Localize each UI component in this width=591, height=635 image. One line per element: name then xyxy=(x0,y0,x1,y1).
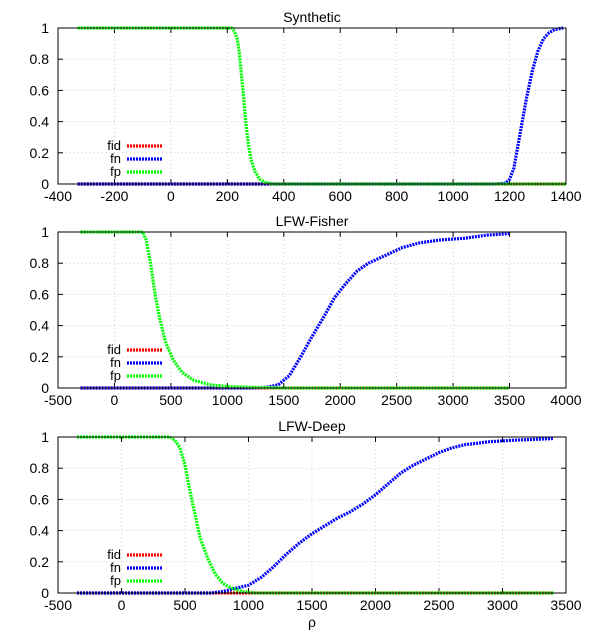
x-tick-label: -200 xyxy=(100,188,128,204)
x-tick-label: 600 xyxy=(329,188,353,204)
series-line-fn xyxy=(80,231,510,390)
x-tick-label: 3500 xyxy=(550,597,581,613)
y-tick-label: 0.4 xyxy=(30,318,50,334)
x-tick-label: 200 xyxy=(216,188,240,204)
chart-title: LFW-Deep xyxy=(278,418,346,434)
y-tick-label: 0.2 xyxy=(30,554,50,570)
x-tick-label: 0 xyxy=(118,597,126,613)
y-tick-label: 0.4 xyxy=(30,114,50,130)
x-tick-label: 1000 xyxy=(212,392,243,408)
x-tick-label: 3500 xyxy=(494,392,525,408)
y-tick-label: 0 xyxy=(41,380,49,396)
y-tick-label: 0.6 xyxy=(30,491,50,507)
x-axis-label: ρ xyxy=(308,614,316,630)
x-tick-label: 1200 xyxy=(494,188,525,204)
x-tick-label: -400 xyxy=(44,188,72,204)
legend-label-fid: fid xyxy=(107,547,121,562)
y-tick-label: 1 xyxy=(41,224,49,240)
plot-frame xyxy=(57,27,567,185)
series-line-fn xyxy=(77,26,564,186)
x-tick-label: 2000 xyxy=(325,392,356,408)
x-tick-label: 3000 xyxy=(487,597,518,613)
x-tick-label: 1500 xyxy=(296,597,327,613)
chart-panel-3: -500 0 500 1000 1500 2000 2500 3000 350000.20.40… xyxy=(30,418,582,630)
x-tick-label: 500 xyxy=(159,392,183,408)
plot-frame xyxy=(57,436,567,594)
chart-title: Synthetic xyxy=(283,9,341,25)
x-tick-label: 2500 xyxy=(381,392,412,408)
x-tick-label: 4000 xyxy=(550,392,581,408)
x-tick-label: 400 xyxy=(272,188,296,204)
y-tick-label: 1 xyxy=(41,429,49,445)
x-tick-label: 1000 xyxy=(233,597,264,613)
y-tick-label: 0 xyxy=(41,176,49,192)
plot-frame xyxy=(57,231,567,389)
legend-label-fid: fid xyxy=(107,342,121,357)
x-tick-label: 1400 xyxy=(550,188,581,204)
x-tick-label: 3000 xyxy=(438,392,469,408)
x-tick-label: 0 xyxy=(111,392,119,408)
legend-label-fp: fp xyxy=(110,368,121,383)
chart-panel-1: -400 -200 0 200 400 600 800 1000 1200 1400 0 0.2 0.4… xyxy=(30,9,582,204)
x-tick-label: 500 xyxy=(173,597,197,613)
x-tick-label: -500 xyxy=(44,392,72,408)
legend-label-fp: fp xyxy=(110,164,121,179)
x-tick-label: 2000 xyxy=(360,597,391,613)
x-tick-label: 800 xyxy=(385,188,409,204)
legend-label-fp: fp xyxy=(110,573,121,588)
y-tick-label: 0 xyxy=(41,585,49,601)
y-tick-label: 0.8 xyxy=(30,460,50,476)
y-tick-label: 0.6 xyxy=(30,286,50,302)
x-tick-label: 1500 xyxy=(268,392,299,408)
x-tick-label: 2500 xyxy=(423,597,454,613)
y-tick-label: 0.2 xyxy=(30,145,50,161)
y-tick-label: 0.8 xyxy=(30,51,50,67)
legend-label-fn: fn xyxy=(110,560,121,575)
y-tick-label: 0.4 xyxy=(30,523,50,539)
chart-panel-2: -500 0 500 1000 1500 2000 2500 3000 3500 400000.2… xyxy=(30,213,582,408)
legend-label-fn: fn xyxy=(110,355,121,370)
series-line-fp xyxy=(77,26,566,186)
series-line-fp xyxy=(80,230,510,390)
y-tick-label: 0.2 xyxy=(30,349,50,365)
legend-label-fid: fid xyxy=(107,138,121,153)
x-tick-label: -500 xyxy=(44,597,72,613)
x-tick-label: 0 xyxy=(167,188,175,204)
y-tick-label: 1 xyxy=(41,20,49,36)
chart-title: LFW-Fisher xyxy=(276,213,349,229)
series-line-fp xyxy=(77,435,554,595)
series-line-fn xyxy=(77,436,554,595)
y-tick-label: 0.8 xyxy=(30,255,50,271)
y-tick-label: 0.6 xyxy=(30,82,50,98)
legend-label-fn: fn xyxy=(110,151,121,166)
x-tick-label: 1000 xyxy=(438,188,469,204)
